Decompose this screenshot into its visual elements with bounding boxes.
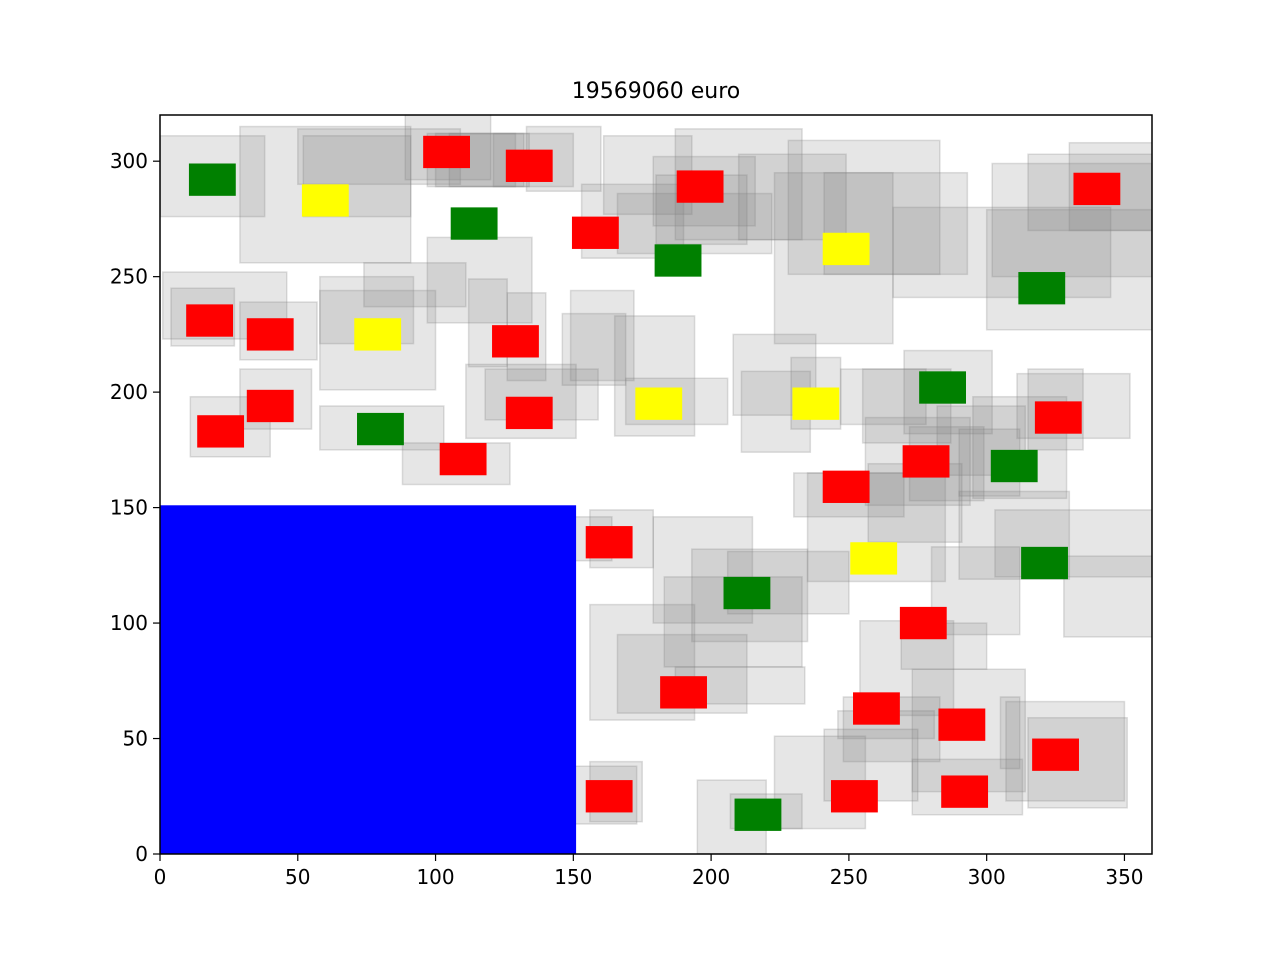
x-tick-label: 150	[554, 865, 592, 889]
gray-halo-rect	[892, 206, 1112, 299]
green-square	[357, 412, 404, 446]
yellow-square	[792, 387, 840, 420]
x-tick-label: 50	[285, 865, 310, 889]
yellow-square	[822, 232, 870, 266]
gray-halo-rect	[691, 548, 809, 643]
gray-halo-rect	[999, 696, 1021, 770]
red-square	[505, 149, 553, 182]
red-square	[941, 775, 989, 808]
red-square	[197, 415, 245, 448]
yellow-square	[635, 387, 683, 420]
gray-halo-rect	[363, 262, 467, 308]
gray-halo-rect	[903, 349, 993, 435]
y-tick-label: 300	[110, 149, 148, 173]
green-square	[450, 207, 498, 240]
gray-halo-rect	[930, 546, 1021, 636]
red-square	[246, 389, 294, 423]
red-square	[246, 318, 294, 351]
gray-halo-rect	[1063, 555, 1152, 638]
red-square	[902, 445, 950, 478]
gray-halo-rect	[985, 208, 1152, 331]
yellow-square	[850, 542, 898, 575]
green-square	[919, 371, 966, 404]
red-square	[822, 470, 870, 503]
green-square	[188, 163, 236, 196]
red-square	[585, 526, 633, 559]
x-tick-label: 0	[154, 865, 167, 889]
gray-halo-rect	[861, 368, 952, 444]
red-square	[439, 442, 487, 476]
x-tick-label: 350	[1105, 865, 1143, 889]
red-square	[676, 170, 724, 203]
gray-halo-rect	[569, 289, 635, 382]
y-tick-label: 50	[123, 727, 148, 751]
gray-halo-rect	[561, 312, 627, 386]
y-tick-label: 0	[135, 842, 148, 866]
plot-area	[160, 115, 1152, 854]
y-tick-label: 200	[110, 380, 148, 404]
y-tick-label: 100	[110, 611, 148, 635]
yellow-square	[354, 318, 402, 351]
green-square	[990, 449, 1038, 483]
blue-rect	[160, 505, 577, 854]
plot-frame	[159, 114, 1153, 855]
square-layer	[186, 135, 1121, 831]
blue-layer	[160, 505, 577, 854]
yellow-square	[301, 184, 349, 217]
red-square	[899, 606, 947, 640]
red-square	[186, 304, 234, 337]
red-square	[1034, 401, 1082, 434]
x-tick-label: 250	[830, 865, 868, 889]
gray-halo-rect	[737, 153, 847, 241]
red-square	[492, 325, 539, 358]
green-square	[1021, 546, 1068, 580]
x-tick-label: 200	[692, 865, 730, 889]
red-square	[938, 708, 986, 741]
red-square	[505, 396, 553, 430]
red-square	[1073, 172, 1121, 206]
y-axis: 0 50 100 150 200 250 300	[110, 149, 160, 866]
y-tick-label: 250	[110, 265, 148, 289]
red-square	[660, 676, 707, 709]
green-square	[654, 244, 702, 277]
gray-halo-rect	[426, 236, 533, 324]
x-tick-label: 100	[416, 865, 454, 889]
red-square	[571, 216, 619, 249]
chart-title: 19569060 euro	[572, 79, 740, 104]
green-square	[1018, 272, 1066, 305]
red-square	[423, 135, 470, 169]
y-tick-label: 150	[110, 496, 148, 520]
x-tick-label: 300	[968, 865, 1006, 889]
red-square	[585, 780, 633, 813]
gray-halo-rect	[991, 162, 1152, 278]
green-square	[723, 576, 771, 610]
x-axis: 0 50 100 150 200 250 300 350	[154, 854, 1144, 889]
green-square	[734, 798, 782, 831]
gray-halo-rect	[616, 192, 773, 255]
red-square	[1032, 738, 1079, 771]
red-square	[853, 692, 900, 725]
red-square	[830, 780, 878, 813]
